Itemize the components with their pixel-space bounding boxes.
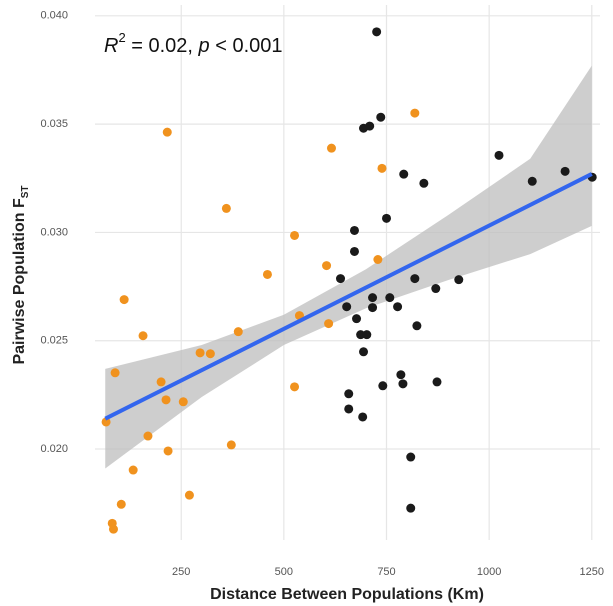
point <box>412 321 422 331</box>
point <box>349 225 359 235</box>
point <box>359 347 369 357</box>
point <box>372 27 382 37</box>
x-axis-title: Distance Between Populations (Km) <box>210 586 484 603</box>
point <box>326 143 336 153</box>
point <box>376 112 386 122</box>
point <box>432 377 442 387</box>
point <box>368 293 378 303</box>
point <box>221 203 231 213</box>
point <box>398 379 408 389</box>
annotation-p: p <box>198 35 210 57</box>
point <box>262 269 272 279</box>
point <box>393 302 403 312</box>
y-tick-label: 0.030 <box>40 226 68 238</box>
point <box>373 255 383 265</box>
point <box>365 121 375 131</box>
y-tick-label: 0.020 <box>40 443 68 455</box>
x-tick-label: 1250 <box>580 566 604 578</box>
point <box>362 330 372 340</box>
point <box>163 446 173 456</box>
point <box>356 330 366 340</box>
point <box>378 381 388 391</box>
point <box>290 382 300 392</box>
point <box>560 166 570 176</box>
trend-line <box>104 172 593 421</box>
point <box>406 452 416 462</box>
point <box>352 314 362 324</box>
point <box>377 163 387 173</box>
point <box>110 368 120 378</box>
point <box>336 274 346 284</box>
x-tick-label: 500 <box>275 566 293 578</box>
grid <box>95 5 600 540</box>
marks <box>101 27 597 534</box>
point <box>290 230 300 240</box>
annotation-text: < 0.001 <box>210 35 283 57</box>
point <box>138 331 148 341</box>
point <box>410 108 420 118</box>
point <box>324 319 334 329</box>
point <box>162 127 172 137</box>
x-tick-label: 250 <box>172 566 190 578</box>
point <box>385 293 395 303</box>
point <box>368 303 378 313</box>
point <box>184 490 194 500</box>
point <box>344 389 354 399</box>
point <box>195 348 205 358</box>
annotation-sup: 2 <box>118 30 125 45</box>
x-tick-label: 1000 <box>477 566 501 578</box>
point <box>454 275 464 285</box>
annotation-r: R <box>104 35 118 57</box>
point <box>419 178 429 188</box>
point <box>178 397 188 407</box>
point <box>410 274 420 284</box>
point <box>396 370 406 380</box>
y-tick-label: 0.025 <box>40 335 68 347</box>
point <box>406 503 416 513</box>
point <box>344 404 354 414</box>
x-tick-label: 750 <box>377 566 395 578</box>
point <box>233 327 243 337</box>
annotation-text: = 0.02, <box>126 35 199 57</box>
point <box>128 465 138 475</box>
point <box>358 412 368 422</box>
point <box>399 169 409 179</box>
point <box>382 213 392 223</box>
point <box>116 499 126 509</box>
point <box>494 150 504 160</box>
confidence-band <box>105 65 592 469</box>
point <box>226 440 236 450</box>
y-axis-title: Pairwise Population FST <box>11 185 30 364</box>
y-axis-title-main: Pairwise Population F <box>11 198 28 364</box>
point <box>156 377 166 387</box>
point <box>101 417 111 427</box>
y-tick-label: 0.040 <box>40 10 68 22</box>
y-tick-label: 0.035 <box>40 118 68 130</box>
annotation: R2 = 0.02, p < 0.001 <box>104 30 283 57</box>
y-axis-title-sub: ST <box>20 185 31 198</box>
point <box>108 524 118 534</box>
point <box>322 261 332 271</box>
point <box>119 295 129 305</box>
point <box>161 395 171 405</box>
point <box>143 431 153 441</box>
point <box>349 246 359 256</box>
point <box>431 284 441 294</box>
point <box>527 176 537 186</box>
point <box>342 302 352 312</box>
point <box>205 349 215 359</box>
